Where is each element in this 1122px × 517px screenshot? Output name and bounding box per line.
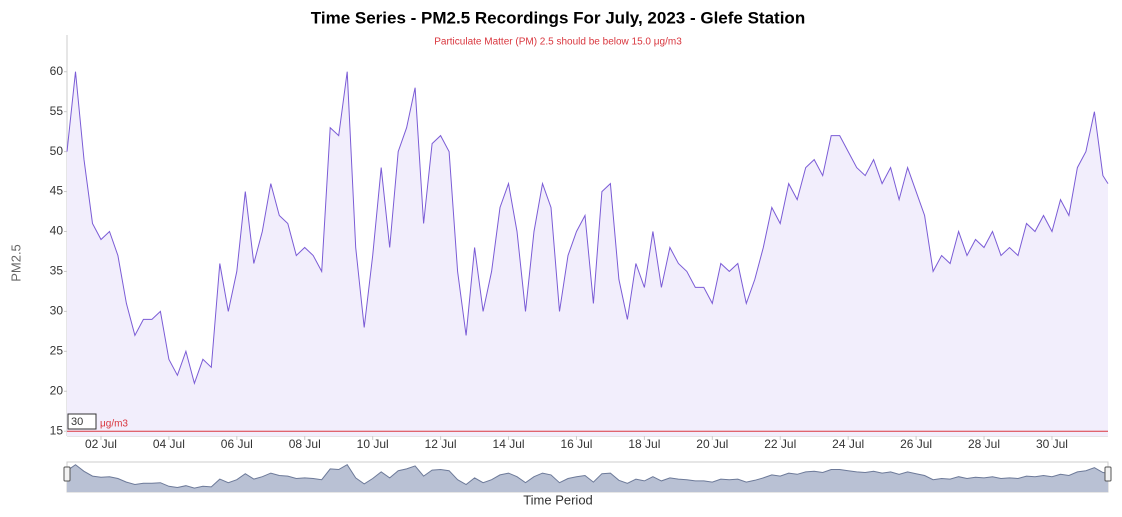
x-tick-label: 30 Jul: [1036, 437, 1068, 451]
chart-subtitle: Particulate Matter (PM) 2.5 should be be…: [434, 37, 682, 48]
y-tick-label: 25: [50, 343, 64, 357]
navigator-handle[interactable]: [1104, 466, 1112, 482]
y-tick-label: 45: [50, 184, 64, 198]
x-tick-label: 10 Jul: [357, 437, 389, 451]
y-tick-label: 50: [50, 144, 64, 158]
navigator-handle[interactable]: [63, 466, 71, 482]
x-tick-label: 12 Jul: [425, 437, 457, 451]
x-tick-label: 08 Jul: [289, 437, 321, 451]
range-input: 30: [71, 416, 83, 428]
x-tick-label: 16 Jul: [560, 437, 592, 451]
x-tick-label: 26 Jul: [900, 437, 932, 451]
y-tick-label: 30: [50, 304, 64, 318]
series-line: [66, 71, 1109, 385]
y-tick-label: 40: [50, 224, 64, 238]
x-tick-label: 04 Jul: [153, 437, 185, 451]
x-tick-label: 28 Jul: [968, 437, 1000, 451]
x-tick-label: 02 Jul: [85, 437, 117, 451]
navigator-line: [66, 464, 1109, 489]
range-input-box: [67, 413, 97, 430]
y-tick-label: 60: [50, 64, 64, 78]
series-line-area: [67, 71, 1108, 436]
chart-title: Time Series - PM2.5 Recordings For July,…: [311, 8, 805, 27]
navigator-line-area: [67, 464, 1108, 492]
threshold-label: μg/m3: [100, 419, 128, 430]
y-tick-label: 55: [50, 104, 64, 118]
y-tick-label: 15: [50, 423, 64, 437]
x-tick-label: 20 Jul: [696, 437, 728, 451]
x-axis-label: Time Period: [523, 492, 593, 507]
x-tick-label: 22 Jul: [764, 437, 796, 451]
x-tick-label: 06 Jul: [221, 437, 253, 451]
x-tick-label: 24 Jul: [832, 437, 864, 451]
x-tick-label: 14 Jul: [493, 437, 525, 451]
y-tick-label: 20: [50, 383, 64, 397]
x-tick-label: 18 Jul: [628, 437, 660, 451]
y-tick-label: 35: [50, 264, 64, 278]
y-axis-label: PM2.5: [8, 244, 23, 282]
